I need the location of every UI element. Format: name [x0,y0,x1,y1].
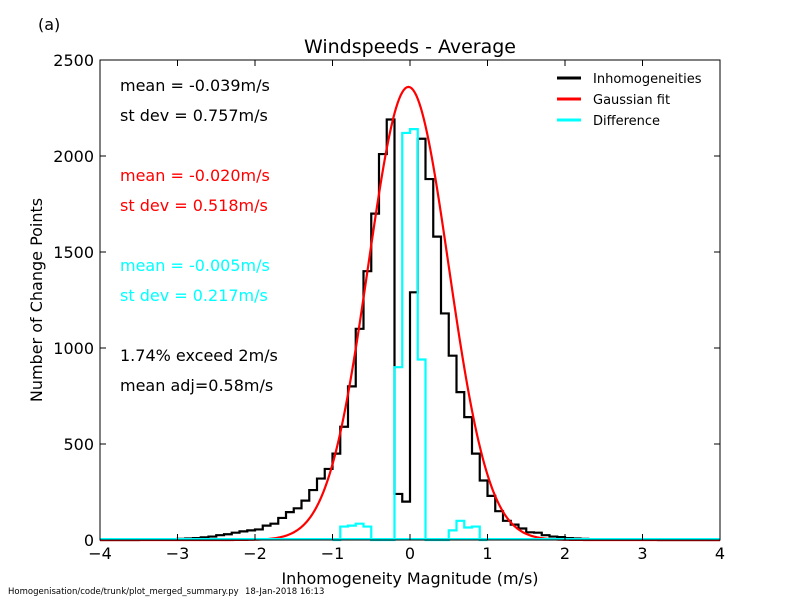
stat-annotation: st dev = 0.757m/s [120,106,268,125]
y-tick-label: 2000 [53,147,94,166]
footer-timestamp: 18-Jan-2018 16:13 [245,587,324,597]
legend-label: Difference [593,114,660,129]
stat-annotation: st dev = 0.217m/s [120,286,268,305]
axis-ticks: −4 −3 −2 −1 0 1 2 3 4 0 500 1000 1500 2000 2500 [53,51,725,563]
plot-frame [99,59,721,541]
legend: Inhomogeneities Gaussian fit Difference [557,72,702,129]
y-axis-title: Number of Change Points [27,198,46,402]
x-tick-label: −3 [166,544,190,563]
stat-annotation: 1.74% exceed 2m/s [120,346,278,365]
y-tick-label: 1000 [53,339,94,358]
plot-area [100,85,720,542]
y-tick-label: 500 [63,435,94,454]
x-tick-label: 0 [405,544,415,563]
stat-annotation: mean = -0.039m/s [120,76,270,95]
x-tick-label: 4 [715,544,725,563]
chart-title: Windspeeds - Average [304,36,516,58]
stat-annotation: mean adj=0.58m/s [120,376,273,395]
x-tick-label: −2 [243,544,267,563]
x-tick-label: −1 [321,544,345,563]
y-tick-label: 0 [84,531,94,550]
x-tick-label: 1 [482,544,492,563]
legend-label: Gaussian fit [593,93,670,108]
footer-path: Homogenisation/code/trunk/plot_merged_su… [8,587,239,597]
x-tick-label: 2 [560,544,570,563]
stat-annotation: st dev = 0.518m/s [120,196,268,215]
stat-annotation: mean = -0.005m/s [120,256,270,275]
stat-annotation: mean = -0.020m/s [120,166,270,185]
x-axis-title: Inhomogeneity Magnitude (m/s) [281,569,538,588]
y-tick-label: 1500 [53,243,94,262]
panel-label: (a) [38,15,60,34]
y-tick-label: 2500 [53,51,94,70]
legend-label: Inhomogeneities [593,72,702,87]
x-tick-label: 3 [637,544,647,563]
x-tick-label: −4 [88,544,112,563]
stats-annotations: mean = -0.039m/s st dev = 0.757m/s mean = … [120,76,278,395]
series-difference [332,128,488,542]
